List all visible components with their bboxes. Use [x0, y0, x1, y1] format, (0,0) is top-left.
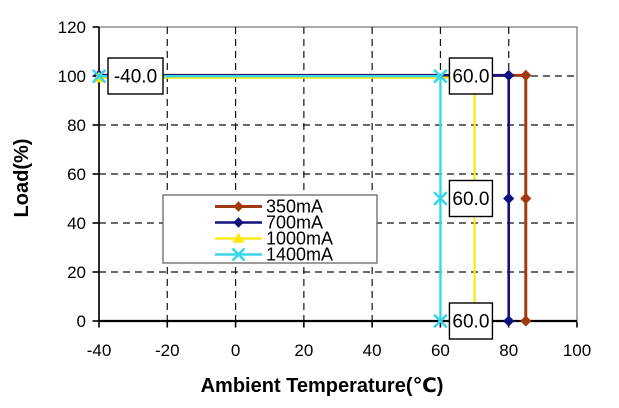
- x-axis-title-group: Ambient Temperature(℃): [201, 375, 444, 397]
- plot-border: [98, 26, 578, 322]
- series-marker-700mA-3: [503, 315, 515, 327]
- legend-marker-diamond: [233, 201, 244, 212]
- x-tick-label-20: 20: [294, 341, 313, 360]
- legend-marker-triangle-up: [232, 232, 245, 243]
- legend-label-1400mA: 1400mA: [266, 245, 333, 265]
- data-label-box: [107, 57, 164, 95]
- y-axis-title: Load(%): [11, 139, 33, 218]
- data-label-box: [448, 57, 494, 95]
- series-marker-700mA-1: [503, 69, 515, 81]
- legend-marker-x: [232, 248, 245, 262]
- data-label-box: [448, 302, 494, 340]
- legend-item-1000mA: 1000mA: [215, 229, 333, 249]
- data-label-text: 60.0: [452, 189, 489, 210]
- series-marker-1400mA-0: [92, 69, 106, 84]
- y-tick-label-80: 80: [67, 116, 86, 135]
- x-tick-label-40: 40: [363, 341, 382, 360]
- tick-labels: -40 -20 0 20 40 60 80 100 0 20 40 60 80 100 120: [58, 18, 592, 360]
- y-axis-title-group: Load(%): [11, 139, 33, 218]
- y-tick-label-0: 0: [77, 312, 86, 331]
- x-tick-label-100: 100: [563, 341, 591, 360]
- legend-box: [162, 194, 378, 264]
- series-line-1000mA: [99, 76, 476, 321]
- legend-marker-diamond: [233, 217, 244, 228]
- legend-label-350mA: 350mA: [266, 197, 323, 217]
- series-marker-1400mA-1: [433, 69, 448, 84]
- data-label-box: [448, 179, 494, 218]
- y-tick-label-60: 60: [67, 165, 86, 184]
- legend-item-1400mA: 1400mA: [215, 245, 333, 265]
- legend-item-700mA: 700mA: [215, 213, 323, 233]
- x-tick-label--20: -20: [155, 341, 180, 360]
- y-tick-label-120: 120: [58, 18, 86, 37]
- legend-label-1000mA: 1000mA: [266, 229, 333, 249]
- series-marker-1400mA-3: [433, 314, 448, 328]
- legend-item-350mA: 350mA: [215, 197, 323, 217]
- x-tick-label-0: 0: [231, 341, 240, 360]
- series-marker-350mA-1: [520, 69, 532, 81]
- data-label-0: -40.0: [107, 57, 164, 95]
- y-tick-label-100: 100: [58, 67, 86, 86]
- data-label-3: 60.0: [448, 302, 494, 340]
- x-tick-label--40: -40: [87, 341, 112, 360]
- data-label-text: 60.0: [452, 312, 489, 333]
- series-marker-350mA-3: [520, 315, 532, 327]
- data-label-2: 60.0: [448, 179, 494, 218]
- series-marker-1400mA-2: [433, 191, 448, 206]
- x-axis-title: Ambient Temperature(℃): [201, 375, 444, 397]
- legend-label-700mA: 700mA: [266, 213, 323, 233]
- x-tick-label-60: 60: [431, 341, 450, 360]
- data-label-1: 60.0: [448, 57, 494, 95]
- series-1400mA: [92, 69, 448, 328]
- y-tick-label-40: 40: [67, 214, 86, 233]
- y-tick-label-20: 20: [67, 263, 86, 282]
- x-tick-label-80: 80: [499, 341, 518, 360]
- data-label-text: -40.0: [114, 67, 157, 88]
- series-line-1400mA: [99, 74, 442, 321]
- series-marker-700mA-2: [503, 192, 515, 205]
- series-marker-350mA-2: [520, 192, 532, 205]
- data-label-text: 60.0: [452, 67, 489, 88]
